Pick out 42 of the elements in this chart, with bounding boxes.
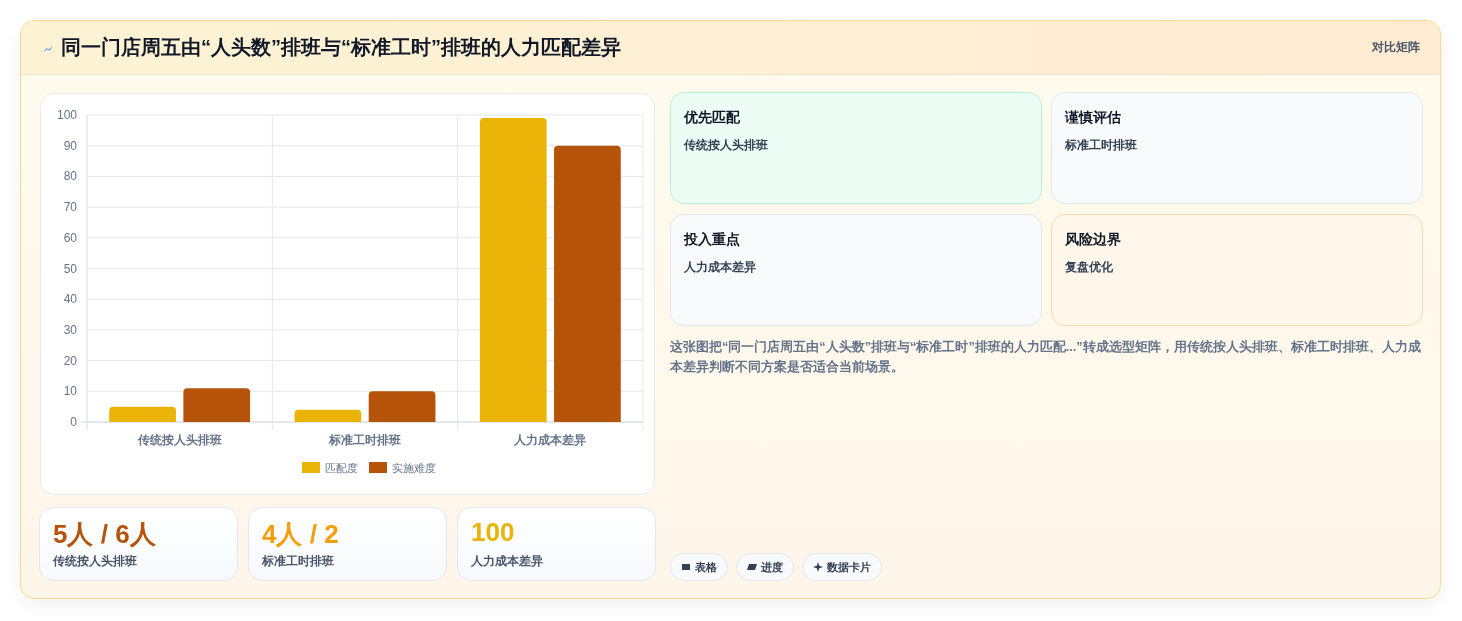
- y-tick-label: 20: [63, 353, 78, 368]
- y-tick-label: 50: [63, 261, 78, 276]
- text: 同一门店周五由“人头数”排班与“标准工时”排班的人力匹配差异: [61, 35, 621, 60]
- y-tick-label: 10: [63, 384, 78, 399]
- y-tick-label: 90: [63, 138, 78, 153]
- text: 优先匹配: [684, 109, 740, 127]
- y-tick-label: 30: [63, 322, 78, 337]
- text: 进度: [761, 559, 783, 575]
- text: 5人 / 6人: [53, 518, 156, 551]
- text: 传统按人头排班: [53, 553, 137, 570]
- bar: [183, 388, 251, 422]
- bar: [554, 145, 621, 422]
- legend-label: 匹配度: [325, 462, 358, 474]
- bar: [479, 118, 547, 422]
- x-tick-label: 传统按人头排班: [136, 433, 222, 447]
- text: 对比矩阵: [1372, 39, 1420, 56]
- y-tick-label: 0: [70, 415, 78, 429]
- bar: [368, 391, 436, 422]
- text: 标准工时排班: [262, 553, 334, 570]
- text: 这张图把“同一门店周五由“人头数”排班与“标准工时”排班的人力匹配...”转成选型矩阵，用传统按人头排班、标准工时排班、人力成本差异判断不同方案是否适合当前场景。: [670, 340, 1421, 374]
- text: 传统按人头排班: [684, 137, 768, 154]
- text: 人力成本差异: [684, 259, 756, 276]
- text: 表格: [695, 559, 717, 575]
- text: 谨慎评估: [1065, 109, 1121, 127]
- text: 4人 / 2: [262, 518, 339, 551]
- x-tick-label: 人力成本差异: [513, 433, 587, 447]
- legend-label: 实施难度: [392, 462, 436, 474]
- text: 复盘优化: [1065, 259, 1113, 276]
- text: 100: [471, 517, 515, 548]
- text: 风险边界: [1065, 231, 1121, 249]
- y-tick-label: 100: [56, 108, 78, 122]
- text: 标准工时排班: [1065, 137, 1137, 154]
- y-tick-label: 40: [63, 292, 78, 307]
- y-tick-label: 60: [63, 230, 78, 245]
- y-tick-label: 80: [63, 169, 78, 184]
- y-tick-label: 70: [63, 200, 78, 215]
- bar: [109, 406, 176, 422]
- x-tick-label: 标准工时排班: [328, 433, 401, 447]
- bar: [294, 409, 362, 422]
- text: 数据卡片: [827, 559, 871, 575]
- text: 人力成本差异: [471, 553, 543, 570]
- text: 投入重点: [684, 231, 740, 249]
